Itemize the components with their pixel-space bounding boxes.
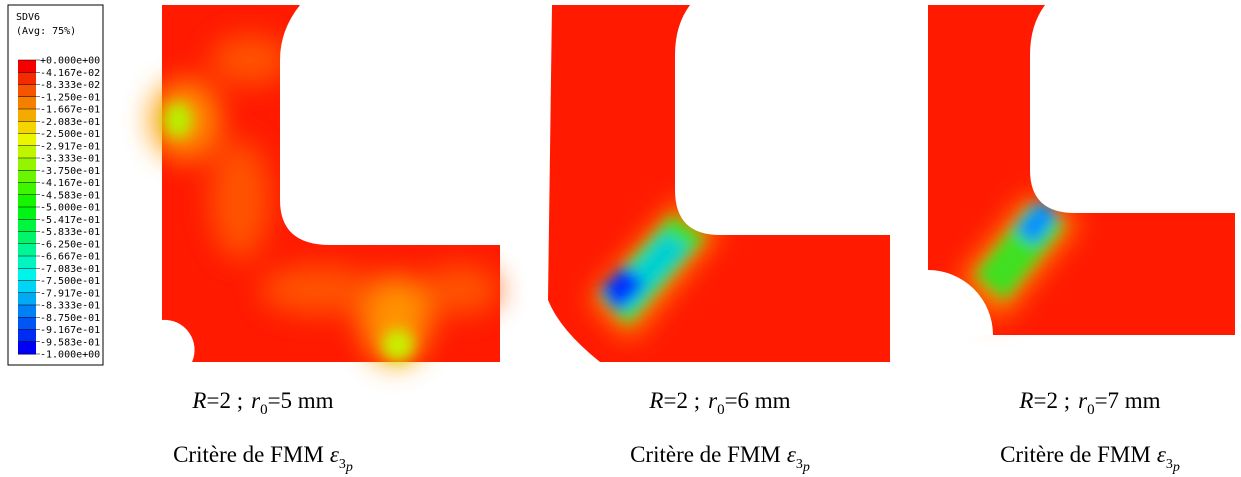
ratio-symbol: R xyxy=(1018,388,1033,413)
legend-band xyxy=(18,182,36,196)
legend-band xyxy=(18,341,36,355)
criterion-subscript-p: p xyxy=(802,460,810,475)
legend-band xyxy=(18,121,36,134)
legend-band xyxy=(18,158,36,171)
criterion-subscript: 3 xyxy=(1166,457,1173,472)
criterion-subscript-p: p xyxy=(1172,460,1180,475)
legend-band xyxy=(18,84,36,98)
radius-symbol: r xyxy=(708,388,718,413)
legend-averaging: (Avg: 75%) xyxy=(16,26,76,37)
legend-band xyxy=(18,194,36,208)
legend-label: -1.667e-01 xyxy=(40,105,100,116)
criterion-text: Critère de FMM xyxy=(630,442,781,467)
legend-label: -6.667e-01 xyxy=(40,252,100,263)
legend-band xyxy=(18,292,36,306)
legend-band xyxy=(18,96,36,110)
legend-band xyxy=(18,243,36,257)
legend-band xyxy=(18,305,36,318)
criterion-caption: Critère de FMM ε3p xyxy=(173,442,353,475)
legend-label: -1.000e+00 xyxy=(40,350,100,361)
ratio-symbol: R xyxy=(648,388,663,413)
legend-label: -8.333e-02 xyxy=(40,80,100,91)
legend-scale: +0.000e+00-4.167e-02-8.333e-02-1.250e-01… xyxy=(18,56,100,361)
radius-subscript: 0 xyxy=(1087,402,1095,418)
radius-subscript: 0 xyxy=(260,402,268,418)
criterion-caption: Critère de FMM ε3p xyxy=(1000,442,1180,475)
legend-band xyxy=(18,219,36,232)
legend-band xyxy=(18,170,36,183)
criterion-symbol: ε xyxy=(1157,442,1167,467)
legend-band xyxy=(18,231,36,245)
legend-label: -9.167e-01 xyxy=(40,325,100,336)
ratio-value: =2 ; xyxy=(663,388,700,413)
legend-label: -4.167e-01 xyxy=(40,178,100,189)
radius-symbol: r xyxy=(251,388,261,413)
criterion-text: Critère de FMM xyxy=(1000,442,1151,467)
ratio-value: =2 ; xyxy=(206,388,243,413)
legend-band xyxy=(18,329,36,343)
legend-label: -4.167e-02 xyxy=(40,68,100,79)
legend-label: -7.917e-01 xyxy=(40,288,100,299)
legend-label: -7.500e-01 xyxy=(40,276,100,287)
radius-value: =5 mm xyxy=(268,388,334,413)
case-caption: R=2 ; r0=5 mm xyxy=(191,388,333,418)
ratio-symbol: R xyxy=(191,388,206,413)
radius-value: =6 mm xyxy=(725,388,791,413)
legend-label: -1.250e-01 xyxy=(40,92,100,103)
legend-label: -2.917e-01 xyxy=(40,141,100,152)
legend-label: -7.083e-01 xyxy=(40,264,100,275)
legend-band xyxy=(18,72,36,85)
legend-band xyxy=(18,109,36,122)
legend-label: -3.750e-01 xyxy=(40,166,100,177)
legend-label: -9.583e-01 xyxy=(40,337,100,348)
contour-panel-1 xyxy=(150,5,500,365)
legend-band xyxy=(18,317,36,330)
legend-label: -6.250e-01 xyxy=(40,239,100,250)
radius-symbol: r xyxy=(1078,388,1088,413)
legend-band xyxy=(18,133,36,147)
legend-label: -5.417e-01 xyxy=(40,215,100,226)
legend-label: -8.750e-01 xyxy=(40,313,100,324)
criterion-symbol: ε xyxy=(787,442,797,467)
criterion-symbol: ε xyxy=(330,442,340,467)
legend-label: -4.583e-01 xyxy=(40,190,100,201)
criterion-text: Critère de FMM xyxy=(173,442,324,467)
criterion-subscript-p: p xyxy=(345,460,353,475)
legend-label: +0.000e+00 xyxy=(40,56,100,67)
legend-label: -5.000e-01 xyxy=(40,203,100,214)
legend-band xyxy=(18,256,36,269)
criterion-subscript: 3 xyxy=(339,457,346,472)
criterion-caption: Critère de FMM ε3p xyxy=(630,442,810,475)
legend-label: -5.833e-01 xyxy=(40,227,100,238)
contour-panel-2 xyxy=(548,5,890,362)
legend-band xyxy=(18,207,36,220)
legend-variable: SDV6 xyxy=(16,12,40,23)
legend-band xyxy=(18,60,36,73)
legend-band xyxy=(18,280,36,294)
radius-value: =7 mm xyxy=(1095,388,1161,413)
legend-label: -8.333e-01 xyxy=(40,301,100,312)
legend-label: -2.083e-01 xyxy=(40,117,100,128)
contour-panel-3 xyxy=(928,5,1235,335)
case-caption: R=2 ; r0=6 mm xyxy=(648,388,790,418)
radius-subscript: 0 xyxy=(717,402,725,418)
legend-band xyxy=(18,145,36,159)
legend-label: -2.500e-01 xyxy=(40,129,100,140)
legend-label: -3.333e-01 xyxy=(40,154,100,165)
legend-band xyxy=(18,268,36,281)
case-caption: R=2 ; r0=7 mm xyxy=(1018,388,1160,418)
criterion-subscript: 3 xyxy=(796,457,803,472)
ratio-value: =2 ; xyxy=(1033,388,1070,413)
